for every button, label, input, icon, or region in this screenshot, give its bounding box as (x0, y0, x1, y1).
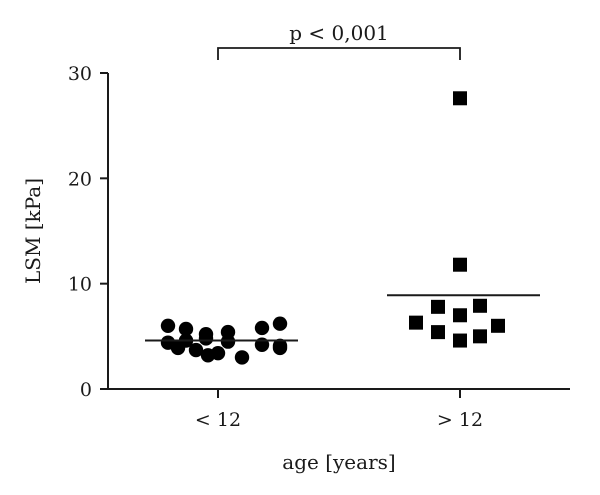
data-point-circle (160, 318, 176, 333)
data-point-circle (200, 348, 216, 363)
data-point-square (409, 315, 423, 330)
data-point-square (453, 91, 467, 106)
data-point-circle (188, 342, 204, 358)
data-point-circle (254, 320, 270, 336)
x-tick-label: < 12 (195, 409, 241, 431)
data-point-square (473, 298, 487, 313)
data-point-square (431, 325, 445, 340)
data-point-circle (272, 340, 288, 356)
data-point-circle (170, 340, 186, 356)
y-tick-label: 20 (68, 168, 92, 190)
p-value-annotation: p < 0,001 (289, 21, 389, 45)
data-point-square (491, 318, 505, 333)
y-axis-title: LSM [kPa] (21, 178, 45, 284)
y-tick-label: 10 (68, 274, 92, 296)
data-point-square (473, 329, 487, 344)
x-ticks: < 12 > 12 (195, 389, 483, 431)
data-points (160, 91, 505, 365)
x-tick-label: > 12 (437, 409, 483, 431)
y-tick-label: 0 (80, 379, 92, 401)
x-axis-title: age [years] (282, 450, 395, 474)
data-point-circle (220, 334, 236, 349)
data-point-square (453, 308, 467, 323)
data-point-circle (272, 316, 288, 331)
data-point-circle (198, 331, 214, 346)
data-point-circle (178, 321, 194, 337)
data-point-square (431, 299, 445, 314)
y-ticks: 0 10 20 30 (68, 63, 108, 401)
mean-lines (145, 294, 540, 342)
data-point-square (453, 257, 467, 272)
data-point-square (453, 333, 467, 348)
data-point-circle (234, 350, 250, 365)
significance-bracket (217, 47, 461, 60)
y-tick-label: 30 (68, 63, 92, 85)
